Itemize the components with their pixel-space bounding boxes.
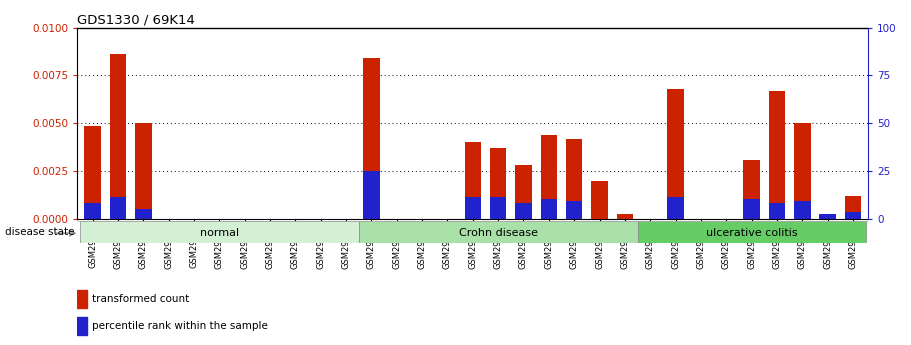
Bar — [135, 208, 151, 219]
Bar — [77, 290, 87, 307]
Bar — [363, 171, 380, 219]
Bar — [109, 197, 127, 219]
Text: transformed count: transformed count — [92, 294, 189, 304]
Text: disease state: disease state — [5, 227, 74, 237]
Text: percentile rank within the sample: percentile rank within the sample — [92, 321, 268, 331]
Bar — [540, 135, 558, 219]
Bar — [109, 55, 127, 219]
Bar — [819, 214, 836, 219]
Bar — [844, 213, 861, 219]
Bar — [490, 197, 507, 219]
Bar — [490, 148, 507, 219]
Bar — [794, 123, 811, 219]
Bar — [359, 221, 638, 243]
Bar — [80, 221, 359, 243]
Bar — [465, 142, 481, 219]
Text: ulcerative colitis: ulcerative colitis — [706, 228, 797, 238]
Bar — [617, 214, 633, 219]
Bar — [844, 196, 861, 219]
Bar — [743, 160, 760, 219]
Bar — [566, 139, 582, 219]
Bar — [465, 197, 481, 219]
Bar — [591, 181, 608, 219]
Bar — [769, 203, 785, 219]
Bar — [363, 58, 380, 219]
Bar — [638, 221, 865, 243]
Bar — [566, 201, 582, 219]
Bar — [769, 91, 785, 219]
Bar — [668, 197, 684, 219]
Bar — [77, 317, 87, 335]
Bar — [85, 203, 101, 219]
Bar — [668, 89, 684, 219]
Bar — [794, 201, 811, 219]
Bar — [85, 126, 101, 219]
Text: Crohn disease: Crohn disease — [458, 228, 537, 238]
Bar — [516, 203, 532, 219]
Bar — [135, 123, 151, 219]
Bar — [540, 199, 558, 219]
Text: normal: normal — [200, 228, 239, 238]
Bar — [516, 166, 532, 219]
Text: GDS1330 / 69K14: GDS1330 / 69K14 — [77, 13, 195, 27]
Bar — [743, 199, 760, 219]
